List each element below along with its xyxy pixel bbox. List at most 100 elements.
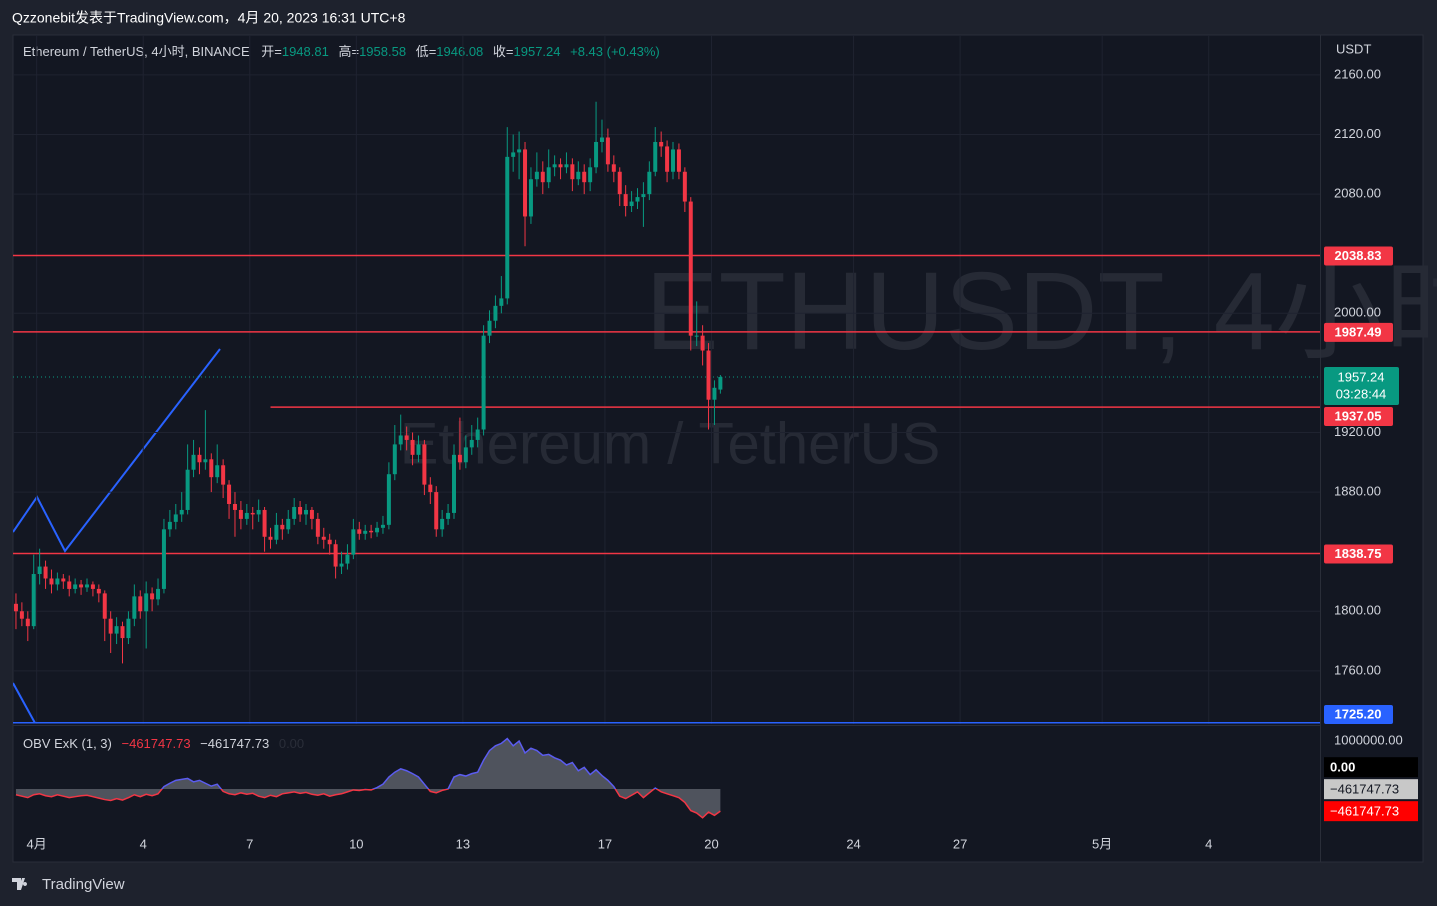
candle-body (446, 512, 451, 519)
candle-body (108, 618, 113, 634)
candle-body (552, 164, 557, 168)
candle-body (623, 194, 628, 207)
candle-body (280, 524, 285, 530)
open-value: 1948.81 (282, 44, 329, 59)
candle-body (546, 167, 551, 183)
candle-body (221, 465, 226, 485)
candle-body (611, 164, 616, 172)
trendlines (13, 348, 221, 724)
candle-body (345, 554, 350, 564)
y-tick-label: 2160.00 (1334, 66, 1381, 81)
candle-body (120, 626, 125, 639)
candle-body (712, 387, 717, 400)
candle-body (203, 459, 208, 463)
obv-tag (1324, 801, 1418, 822)
candle-body (463, 447, 468, 463)
candle-body (617, 171, 622, 195)
price-tag (1324, 705, 1393, 724)
candle-body (558, 164, 563, 168)
price-tag-label: 1838.75 (1335, 546, 1382, 561)
candle-body (487, 320, 492, 336)
candle-body (351, 529, 356, 555)
candle-body (339, 563, 344, 567)
change: +8.43 (+0.43%) (570, 44, 660, 59)
candle-body (594, 141, 599, 168)
chart-frame (12, 34, 1424, 863)
candle-body (386, 474, 391, 525)
obv-readout: −461747.73 (200, 736, 269, 751)
candle-body (55, 578, 60, 585)
candle-body (641, 194, 646, 198)
main-pane (13, 35, 1320, 724)
price-tag (1324, 407, 1393, 427)
candle-body (286, 518, 291, 530)
candle-body (369, 530, 374, 533)
candle-body (321, 536, 326, 540)
candle-body (191, 454, 196, 470)
x-tick-label: 4 (1205, 836, 1212, 851)
caption: Qzzonebit发表于TradingView.com，4月 20, 2023 … (12, 10, 406, 26)
candle-body (215, 465, 220, 478)
x-tick-label: 10 (349, 836, 363, 851)
candle-body (304, 509, 309, 515)
candle-body (434, 492, 439, 530)
candle-body (653, 141, 658, 172)
candle-body (582, 171, 587, 183)
candle-body (440, 518, 445, 530)
price-tag (1324, 322, 1393, 342)
high-value: 1958.58 (359, 44, 406, 59)
candle-body (298, 506, 303, 515)
candle-body (422, 444, 427, 485)
candle-body (410, 439, 415, 455)
x-tick-label: 4月 (27, 836, 47, 851)
candle-body (528, 179, 533, 217)
last-price-tag (1324, 367, 1399, 406)
candle-body (570, 164, 575, 180)
candle-body (481, 335, 486, 430)
candle-body (19, 611, 24, 619)
candle-body (49, 578, 54, 585)
y-tick-label: 2080.00 (1334, 186, 1381, 201)
candle-body (357, 529, 362, 534)
candle-body (274, 524, 279, 540)
candle-body (309, 509, 314, 519)
candle-body (31, 574, 36, 627)
y-tick-label: 1920.00 (1334, 424, 1381, 439)
trendline (13, 348, 221, 553)
candle-body (599, 137, 604, 142)
obv-name: OBV ExK (1, 3) (23, 736, 112, 751)
candle-body (475, 429, 480, 440)
candle-body (469, 439, 474, 448)
close-value: 1957.24 (514, 44, 561, 59)
candle-body (13, 603, 18, 612)
price-tag (1324, 544, 1393, 564)
candle-body (173, 514, 178, 522)
candle-body (682, 171, 687, 202)
obv-area (15, 738, 721, 818)
candle-body (102, 593, 107, 619)
symbol: Ethereum / TetherUS, 4小时, BINANCE (23, 44, 250, 59)
ohlc-prefix: 低= (416, 44, 437, 59)
x-tick-label: 7 (246, 836, 253, 851)
candle-body (676, 149, 681, 172)
candle-body (25, 618, 30, 627)
candle-body (505, 156, 510, 299)
candle-body (629, 201, 634, 207)
candle-body (167, 521, 172, 530)
candle-body (665, 146, 670, 172)
obv-line-up (161, 737, 659, 789)
watermark-sub: Ethereum / TetherUS (400, 411, 941, 476)
candle-body (84, 584, 89, 588)
candle-body (156, 588, 161, 600)
y-tick-label: 1800.00 (1334, 603, 1381, 618)
x-tick-label: 5月 (1092, 836, 1112, 851)
obv-readout: 0.00 (279, 736, 304, 751)
candle-body (333, 544, 338, 567)
candle-body (694, 335, 699, 337)
obv-tag-label: −461747.73 (1330, 782, 1399, 797)
y-tick-label: 1880.00 (1334, 484, 1381, 499)
candle-body (150, 593, 155, 600)
candle-body (404, 435, 409, 440)
x-tick-label: 13 (456, 836, 470, 851)
